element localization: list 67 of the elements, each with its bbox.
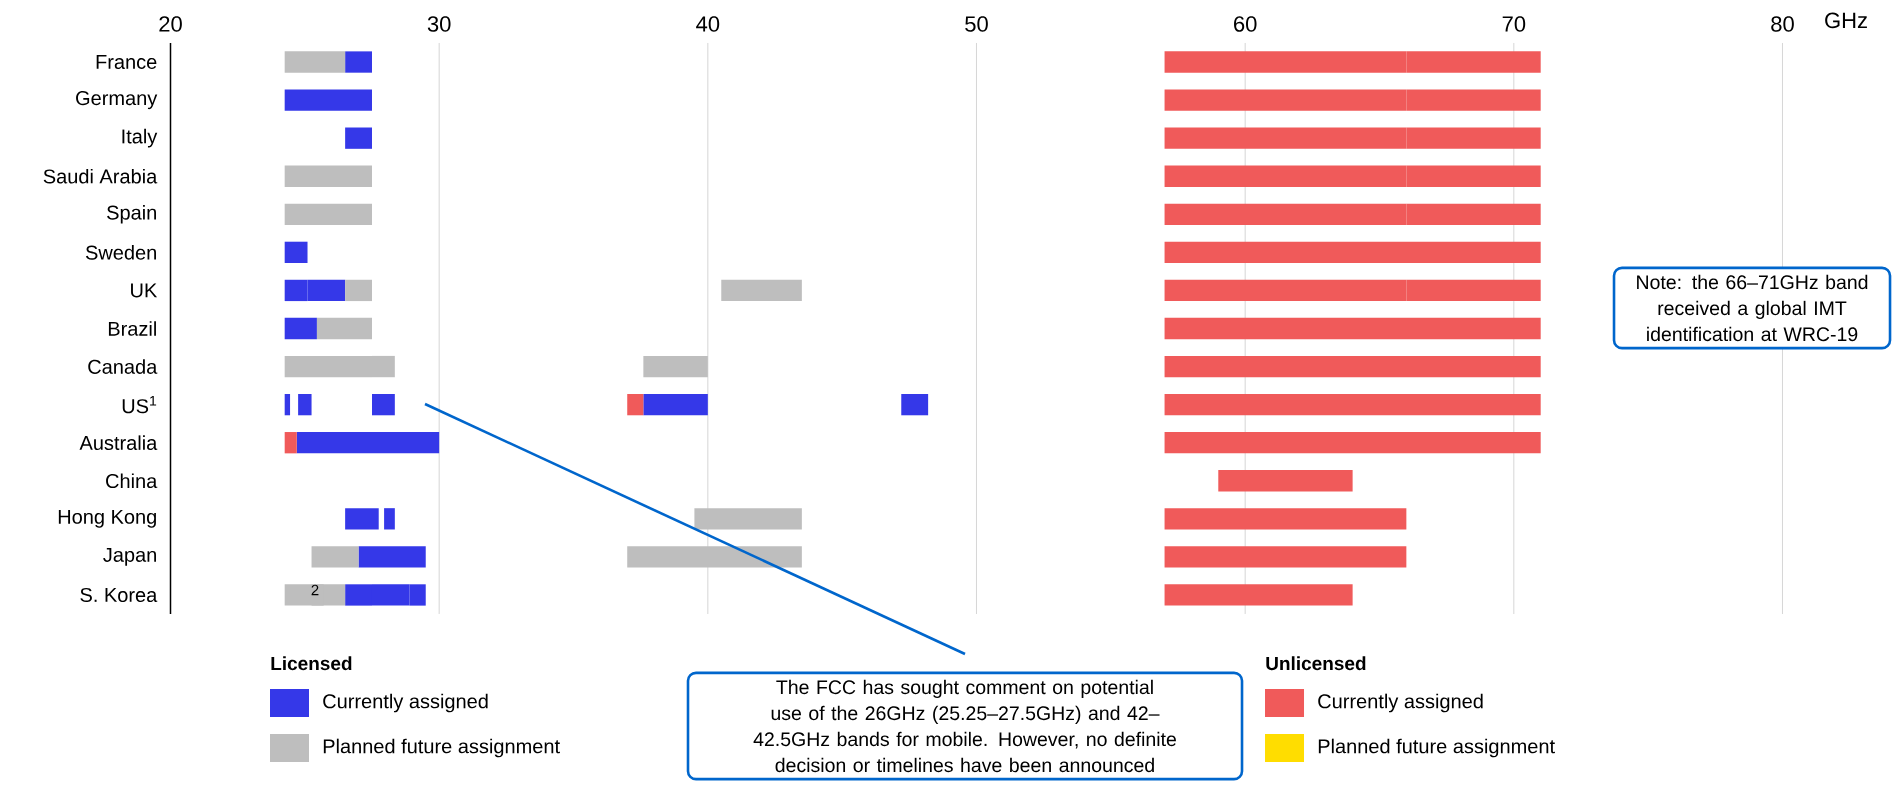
- bar: [901, 393, 929, 416]
- bar: [298, 393, 312, 416]
- bar: [345, 51, 372, 73]
- y-tick-label: China: [106, 473, 158, 489]
- y-tick-label: Brazil: [108, 321, 156, 336]
- text: Unlicensed: [1266, 656, 1366, 671]
- x-tick-label: 70: [1502, 16, 1526, 32]
- legend-label: Currently assigned: [1318, 693, 1483, 713]
- bar: [1164, 432, 1541, 454]
- bar: [284, 165, 372, 187]
- x-tick-label: 40: [696, 16, 720, 32]
- y-tick-label: Italy: [122, 128, 158, 148]
- legend-label: Planned future assignment: [1318, 738, 1555, 758]
- bar: [284, 317, 317, 340]
- x-tick-label: 20: [159, 16, 182, 32]
- annotation: Note: the 66–71GHz band received a global IMT identification at WRC-19: [1637, 274, 1868, 342]
- y-tick-label: Spain: [107, 204, 156, 224]
- bar: [345, 508, 379, 530]
- y-tick-label: Hong Kong: [58, 509, 156, 528]
- bar: [296, 432, 440, 454]
- bar: [284, 51, 346, 73]
- bar: [372, 393, 395, 416]
- x-tick-label: 60: [1234, 16, 1257, 32]
- bar: [284, 241, 308, 264]
- x-axis-title: GHz: [1825, 12, 1867, 29]
- bar: [284, 89, 372, 111]
- bar: [627, 546, 802, 568]
- bar: [1164, 241, 1541, 264]
- bar: [1164, 317, 1541, 340]
- text: The FCC has sought comment on potential use of the 26GHz (25.25–27.5GHz) and 42–42.5GHz bands for mobile. However, no definite decision or timelines have been announced: [753, 679, 1176, 773]
- bar: [345, 127, 372, 149]
- y-tick-label: Australia: [79, 435, 158, 451]
- y-tick-label: France: [96, 55, 157, 69]
- bar: [1164, 393, 1541, 416]
- bar: [1164, 508, 1407, 530]
- y-tick-label: Canada: [88, 359, 158, 374]
- bar: [1164, 584, 1353, 606]
- bar: [721, 279, 802, 302]
- legend-label: Currently assigned: [323, 693, 488, 713]
- bar: [643, 393, 708, 416]
- y-tick-label: UK: [131, 283, 158, 298]
- y-tick-label: Germany: [76, 91, 158, 110]
- bar: [358, 546, 426, 568]
- bar: [694, 508, 802, 530]
- y-tick-label: Sweden: [85, 245, 156, 260]
- annotation: 2: [311, 584, 319, 596]
- y-tick-label: US$^{1}$: [122, 395, 157, 414]
- y-tick-label: Japan: [103, 547, 156, 566]
- bar: [627, 393, 644, 416]
- bar: [1164, 546, 1407, 568]
- text: Licensed: [271, 656, 352, 671]
- bar: [345, 279, 372, 302]
- bar: [1218, 470, 1353, 492]
- y-tick-label: Saudi Arabia: [43, 168, 158, 184]
- bar: [284, 203, 372, 225]
- bar: [1164, 355, 1541, 378]
- bar: [384, 508, 395, 530]
- x-tick-label: 50: [965, 16, 988, 32]
- bar: [643, 355, 708, 378]
- bar: [311, 546, 359, 568]
- bar: [284, 393, 291, 416]
- legend-label: Planned future assignment: [323, 738, 560, 758]
- bar: [284, 432, 297, 454]
- x-tick-label: 80: [1771, 16, 1794, 32]
- bar: [316, 317, 372, 340]
- y-tick-label: S. Korea: [80, 587, 158, 603]
- x-tick-label: 30: [427, 16, 451, 32]
